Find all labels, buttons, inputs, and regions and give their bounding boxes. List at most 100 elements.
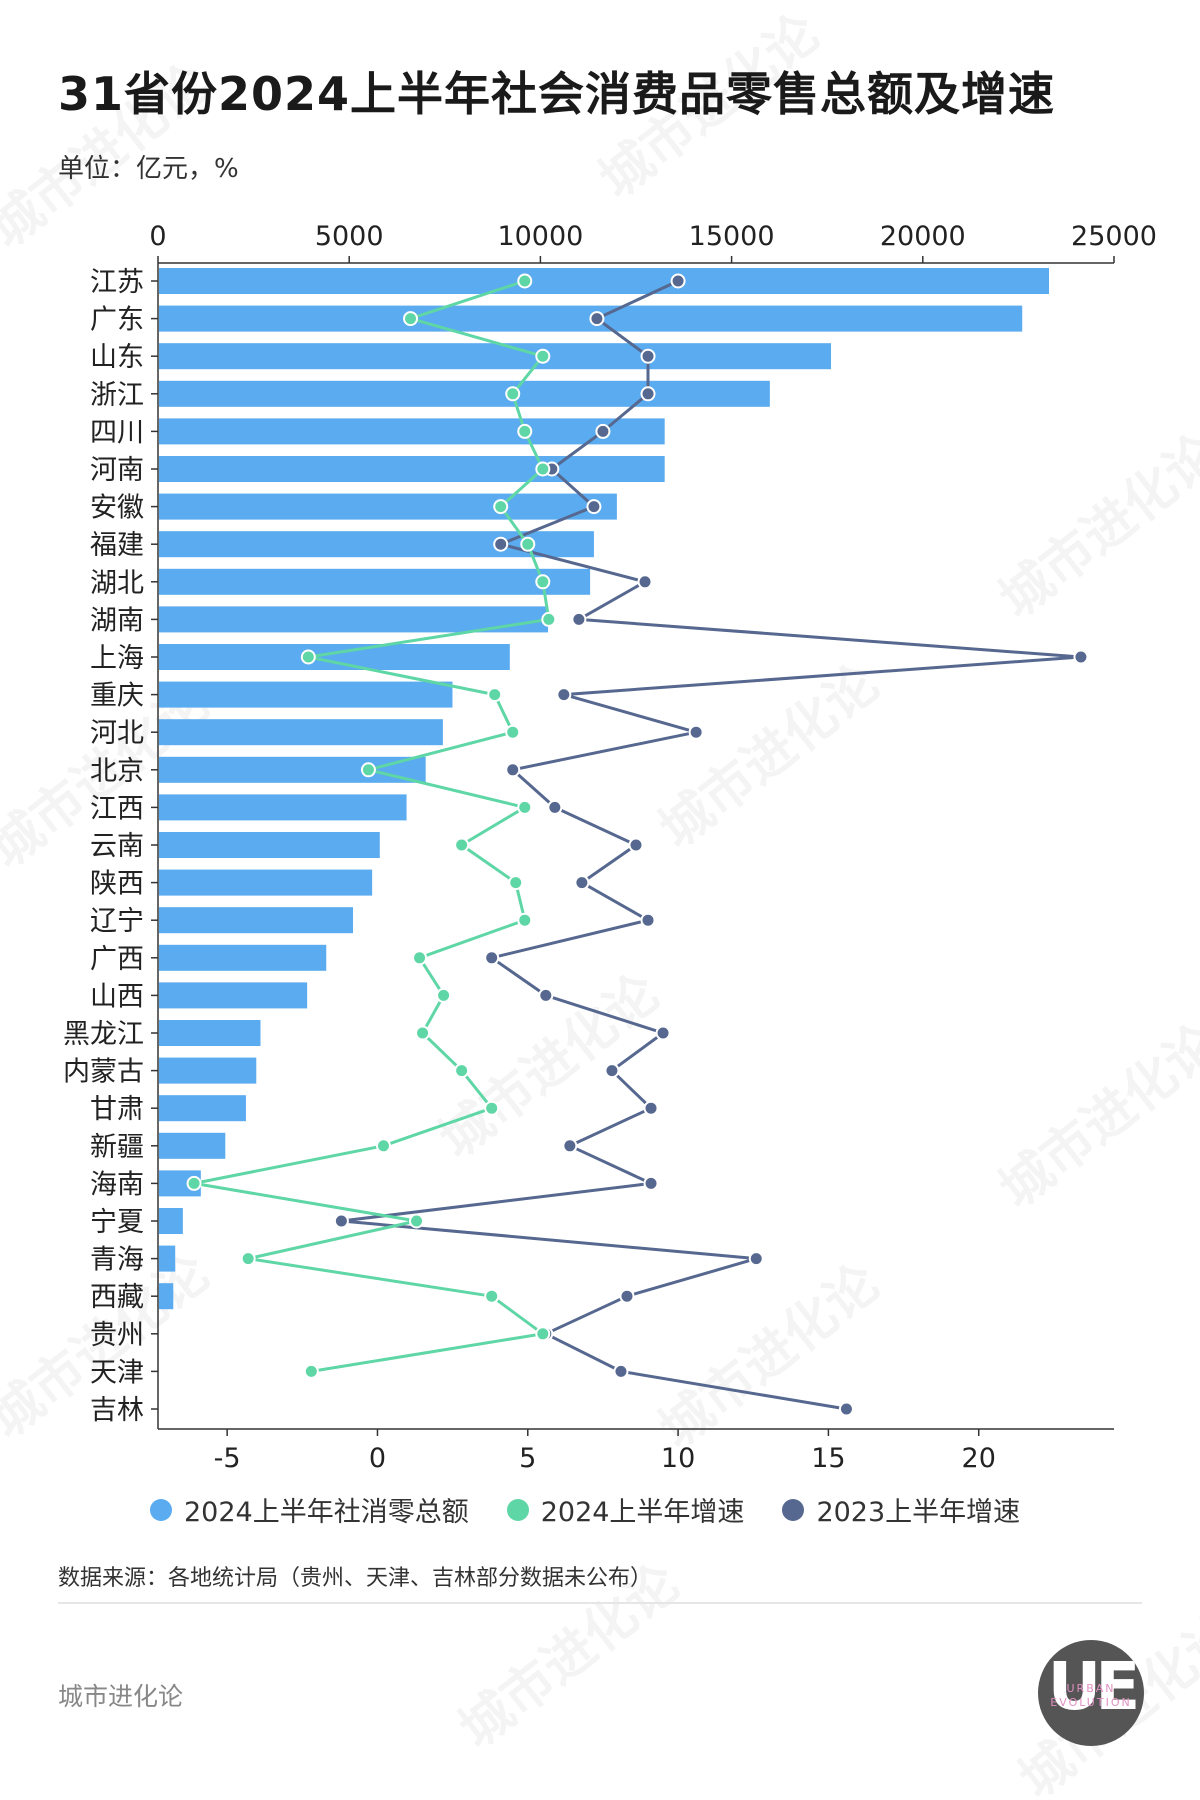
point-growth-2024 — [454, 1063, 470, 1079]
category-label: 四川 — [90, 417, 144, 448]
category-label: 北京 — [90, 756, 144, 787]
point-growth-2024 — [300, 649, 316, 665]
category-label: 山东 — [90, 342, 144, 373]
point-growth-2024 — [484, 1288, 500, 1304]
point-growth-2023 — [484, 950, 500, 966]
legend-bar-label: 2024上半年社消零总额 — [184, 1497, 469, 1528]
category-label: 浙江 — [90, 380, 144, 411]
watermark-text: 城市进化论 — [649, 652, 892, 860]
top-axis-tick-label: 0 — [149, 221, 166, 252]
bar-retail-2024 — [159, 1020, 261, 1046]
point-growth-2023 — [493, 536, 509, 552]
category-label: 辽宁 — [90, 906, 144, 937]
category-label: 天津 — [90, 1357, 144, 1388]
watermark-text: 城市进化论 — [589, 2, 832, 210]
point-growth-2023 — [628, 837, 644, 853]
point-growth-2023 — [505, 762, 521, 778]
point-growth-2023 — [670, 273, 686, 289]
category-label: 安徽 — [90, 493, 144, 524]
point-growth-2023 — [547, 799, 563, 815]
point-growth-2023 — [643, 1100, 659, 1116]
point-growth-2024 — [505, 386, 521, 402]
top-axis-tick-label: 10000 — [497, 221, 583, 252]
top-axis-tick-label: 25000 — [1071, 221, 1157, 252]
bar-retail-2024 — [159, 794, 407, 821]
bar-retail-2024 — [159, 1208, 183, 1234]
point-growth-2023 — [640, 912, 656, 928]
bottom-axis-tick-label: -5 — [214, 1443, 241, 1474]
bar-retail-2024 — [159, 756, 426, 783]
category-label: 陕西 — [90, 869, 144, 900]
top-axis-tick-label: 15000 — [689, 221, 775, 252]
top-axis-tick-label: 5000 — [315, 221, 384, 252]
source-note: 数据来源：各地统计局（贵州、天津、吉林部分数据未公布） — [58, 1566, 653, 1591]
point-growth-2024 — [508, 875, 524, 891]
line-growth-2024 — [192, 279, 551, 1373]
line-growth-2023 — [339, 279, 1083, 1411]
point-growth-2024 — [415, 1025, 431, 1041]
category-label: 吉林 — [90, 1395, 144, 1426]
bar-retail-2024 — [159, 719, 443, 746]
bar-retail-2024 — [159, 1283, 174, 1310]
category-label: 河南 — [90, 455, 144, 486]
category-label: 江西 — [90, 793, 144, 824]
point-growth-2024 — [375, 1138, 391, 1154]
point-growth-2023 — [637, 574, 653, 590]
legend-item-2023[interactable]: 2023上半年增速 — [782, 1490, 1020, 1529]
point-growth-2023 — [688, 724, 704, 740]
point-growth-2024 — [403, 311, 419, 327]
logo-line1: URBAN — [1066, 1682, 1116, 1695]
legend-item-bar[interactable]: 2024上半年社消零总额 — [150, 1490, 469, 1529]
point-growth-2024 — [517, 912, 533, 928]
bar-retail-2024 — [159, 268, 1049, 294]
bar-retail-2024 — [159, 1132, 226, 1159]
category-label: 广西 — [90, 944, 144, 975]
legend-2023-swatch — [782, 1498, 805, 1521]
bar-retail-2024 — [159, 418, 665, 445]
point-growth-2024 — [409, 1213, 425, 1229]
legend-2023-label: 2023上半年增速 — [816, 1497, 1021, 1528]
point-growth-2024 — [186, 1175, 202, 1191]
bar-retail-2024 — [159, 644, 510, 670]
point-growth-2023 — [619, 1288, 635, 1304]
point-growth-2024 — [535, 461, 551, 477]
point-growth-2023 — [640, 386, 656, 402]
point-growth-2023 — [748, 1251, 764, 1267]
point-growth-2024 — [454, 837, 470, 853]
point-growth-2024 — [535, 348, 551, 364]
bar-retail-2024 — [159, 493, 617, 520]
point-growth-2024 — [535, 1326, 551, 1342]
logo-letters: UE — [1047, 1648, 1141, 1725]
category-label: 云南 — [90, 831, 144, 862]
bottom-axis-tick-label: 5 — [519, 1443, 536, 1474]
footer-divider — [58, 1602, 1142, 1604]
category-label: 新疆 — [90, 1132, 144, 1163]
category-label: 湖南 — [90, 605, 144, 636]
point-growth-2023 — [613, 1363, 629, 1379]
bar-retail-2024 — [159, 1245, 176, 1272]
category-label: 内蒙古 — [63, 1057, 144, 1088]
chart-title: 31省份2024上半年社会消费品零售总额及增速 — [58, 67, 1056, 121]
bottom-axis-tick-label: 0 — [369, 1443, 386, 1474]
point-growth-2023 — [640, 348, 656, 364]
point-growth-2023 — [604, 1063, 620, 1079]
point-growth-2023 — [562, 1138, 578, 1154]
watermark-text: 城市进化论 — [989, 1012, 1200, 1220]
top-axis-tick-label: 20000 — [880, 221, 966, 252]
category-label: 上海 — [90, 643, 144, 674]
point-growth-2024 — [517, 799, 533, 815]
point-growth-2023 — [838, 1401, 854, 1417]
point-growth-2023 — [574, 875, 590, 891]
legend-item-2024[interactable]: 2024上半年增速 — [506, 1490, 744, 1529]
watermark-text: 城市进化论 — [0, 52, 221, 260]
legend-2024-swatch — [506, 1498, 529, 1521]
point-growth-2024 — [505, 724, 521, 740]
category-label: 宁夏 — [90, 1207, 144, 1238]
point-growth-2023 — [538, 987, 554, 1003]
bar-retail-2024 — [159, 944, 327, 971]
point-growth-2024 — [535, 574, 551, 590]
brand-logo[interactable]: UE URBAN EVOLUTION — [1038, 1640, 1144, 1746]
category-label: 江苏 — [90, 267, 144, 298]
point-growth-2023 — [1073, 649, 1089, 665]
